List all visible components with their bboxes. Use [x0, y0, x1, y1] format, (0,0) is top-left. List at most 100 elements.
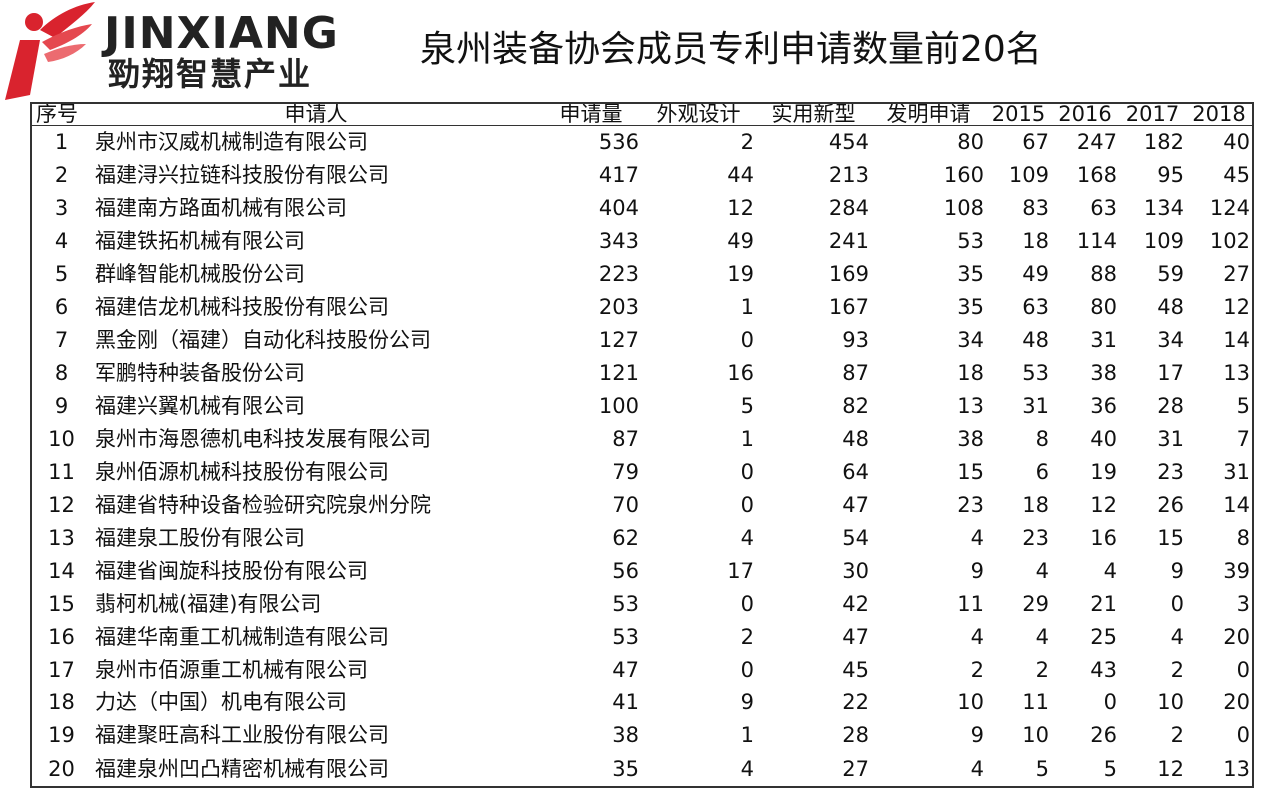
count-cell: 34 — [1157, 327, 1184, 352]
count-cell: 4 — [740, 525, 754, 550]
rank-cell: 8 — [54, 360, 69, 385]
count-cell: 62 — [612, 525, 639, 550]
table-row: 17 泉州市佰源重工机械有限公司 47 0 45 2 2 43 2 0 — [31, 654, 1253, 687]
count-cell: 48 — [1022, 327, 1049, 352]
rank-cell: 12 — [48, 492, 75, 517]
logo-subtitle: 勁翔智慧产业 — [108, 55, 313, 93]
count-cell: 79 — [612, 459, 639, 484]
column-header: 申请量 — [559, 103, 623, 126]
table-row: 19 福建聚旺高科工业股份有限公司 38 1 28 9 10 26 2 0 — [31, 719, 1253, 752]
count-cell: 53 — [1022, 360, 1049, 385]
count-cell: 2 — [740, 130, 754, 155]
count-cell: 1 — [740, 723, 754, 748]
count-cell: 223 — [598, 262, 639, 287]
applicant-cell: 泉州佰源机械科技股份有限公司 — [95, 459, 389, 484]
table-row: 16 福建华南重工机械制造有限公司 53 2 47 4 4 25 4 20 — [31, 621, 1253, 654]
applicant-cell: 军鹏特种装备股份公司 — [95, 360, 305, 385]
count-cell: 0 — [740, 591, 754, 616]
applicant-cell: 泉州市海恩德机电科技发展有限公司 — [95, 426, 431, 451]
count-cell: 28 — [1157, 393, 1184, 418]
count-cell: 64 — [842, 459, 869, 484]
count-cell: 19 — [727, 262, 754, 287]
rank-cell: 7 — [54, 327, 69, 352]
table-row: 7 黑金刚（福建）自动化科技股份公司 127 0 93 34 48 31 34 14 — [31, 324, 1253, 357]
count-cell: 23 — [957, 492, 984, 517]
count-cell: 1 — [740, 426, 754, 451]
count-cell: 27 — [1223, 262, 1250, 287]
count-cell: 38 — [1090, 360, 1117, 385]
count-cell: 343 — [598, 229, 639, 254]
count-cell: 63 — [1022, 295, 1049, 320]
column-header: 外观设计 — [656, 103, 741, 126]
column-header: 2016 — [1058, 103, 1112, 126]
table-row: 12 福建省特种设备检验研究院泉州分院 70 0 47 23 18 12 26 14 — [31, 489, 1253, 522]
count-cell: 0 — [1236, 657, 1250, 682]
table-row: 6 福建佶龙机械科技股份有限公司 203 1 167 35 63 80 48 12 — [31, 291, 1253, 324]
count-cell: 29 — [1022, 591, 1049, 616]
count-cell: 49 — [727, 229, 754, 254]
count-cell: 49 — [1022, 262, 1049, 287]
count-cell: 5 — [1103, 756, 1117, 781]
count-cell: 12 — [1223, 295, 1250, 320]
count-cell: 18 — [957, 360, 984, 385]
column-header: 2017 — [1125, 103, 1180, 126]
count-cell: 35 — [957, 262, 984, 287]
count-cell: 2 — [740, 624, 754, 649]
count-cell: 93 — [842, 327, 869, 352]
count-cell: 47 — [842, 624, 869, 649]
count-cell: 1 — [740, 295, 754, 320]
count-cell: 31 — [1090, 327, 1117, 352]
rank-cell: 10 — [48, 426, 75, 451]
rank-cell: 9 — [54, 393, 69, 418]
count-cell: 108 — [943, 196, 984, 221]
count-cell: 13 — [1223, 756, 1250, 781]
rank-cell: 18 — [48, 690, 75, 715]
count-cell: 9 — [970, 558, 984, 583]
count-cell: 31 — [1157, 426, 1184, 451]
count-cell: 87 — [612, 426, 639, 451]
count-cell: 4 — [1170, 624, 1184, 649]
rank-cell: 3 — [54, 196, 69, 221]
count-cell: 14 — [1223, 327, 1250, 352]
count-cell: 47 — [842, 492, 869, 517]
applicant-cell: 福建南方路面机械有限公司 — [95, 196, 347, 221]
table-row: 14 福建省闽旋科技股份有限公司 56 17 30 9 4 4 9 39 — [31, 555, 1253, 588]
count-cell: 4 — [970, 525, 984, 550]
count-cell: 102 — [1209, 229, 1250, 254]
rank-cell: 15 — [48, 591, 75, 616]
table-row: 4 福建铁拓机械有限公司 343 49 241 53 18 114 109 102 — [31, 225, 1253, 258]
applicant-cell: 福建省闽旋科技股份有限公司 — [95, 558, 368, 583]
count-cell: 23 — [1022, 525, 1049, 550]
column-header: 实用新型 — [771, 103, 856, 126]
table-row: 8 军鹏特种装备股份公司 121 16 87 18 53 38 17 13 — [31, 357, 1253, 390]
rank-cell: 16 — [48, 624, 75, 649]
table-row: 1 泉州市汉威机械制造有限公司 536 2 454 80 67 247 182 40 — [31, 126, 1253, 160]
applicant-cell: 福建省特种设备检验研究院泉州分院 — [95, 492, 431, 517]
count-cell: 168 — [1076, 163, 1117, 188]
count-cell: 17 — [727, 558, 754, 583]
count-cell: 536 — [598, 130, 639, 155]
applicant-cell: 力达（中国）机电有限公司 — [95, 690, 347, 715]
count-cell: 16 — [727, 360, 754, 385]
count-cell: 34 — [957, 327, 984, 352]
count-cell: 4 — [970, 756, 984, 781]
count-cell: 23 — [1157, 459, 1184, 484]
table-row: 3 福建南方路面机械有限公司 404 12 284 108 83 63 134 124 — [31, 192, 1253, 225]
applicant-cell: 福建铁拓机械有限公司 — [95, 229, 305, 254]
count-cell: 114 — [1076, 229, 1117, 254]
applicant-cell: 群峰智能机械股份公司 — [95, 262, 305, 287]
count-cell: 22 — [842, 690, 869, 715]
count-cell: 9 — [740, 690, 754, 715]
rank-cell: 2 — [54, 163, 69, 188]
count-cell: 14 — [1223, 492, 1250, 517]
count-cell: 45 — [1223, 163, 1250, 188]
count-cell: 5 — [1236, 393, 1250, 418]
rank-cell: 19 — [48, 723, 75, 748]
count-cell: 203 — [598, 295, 639, 320]
count-cell: 15 — [1157, 525, 1184, 550]
count-cell: 41 — [612, 690, 639, 715]
count-cell: 53 — [612, 624, 639, 649]
count-cell: 56 — [612, 558, 639, 583]
count-cell: 18 — [1022, 492, 1049, 517]
count-cell: 42 — [842, 591, 869, 616]
